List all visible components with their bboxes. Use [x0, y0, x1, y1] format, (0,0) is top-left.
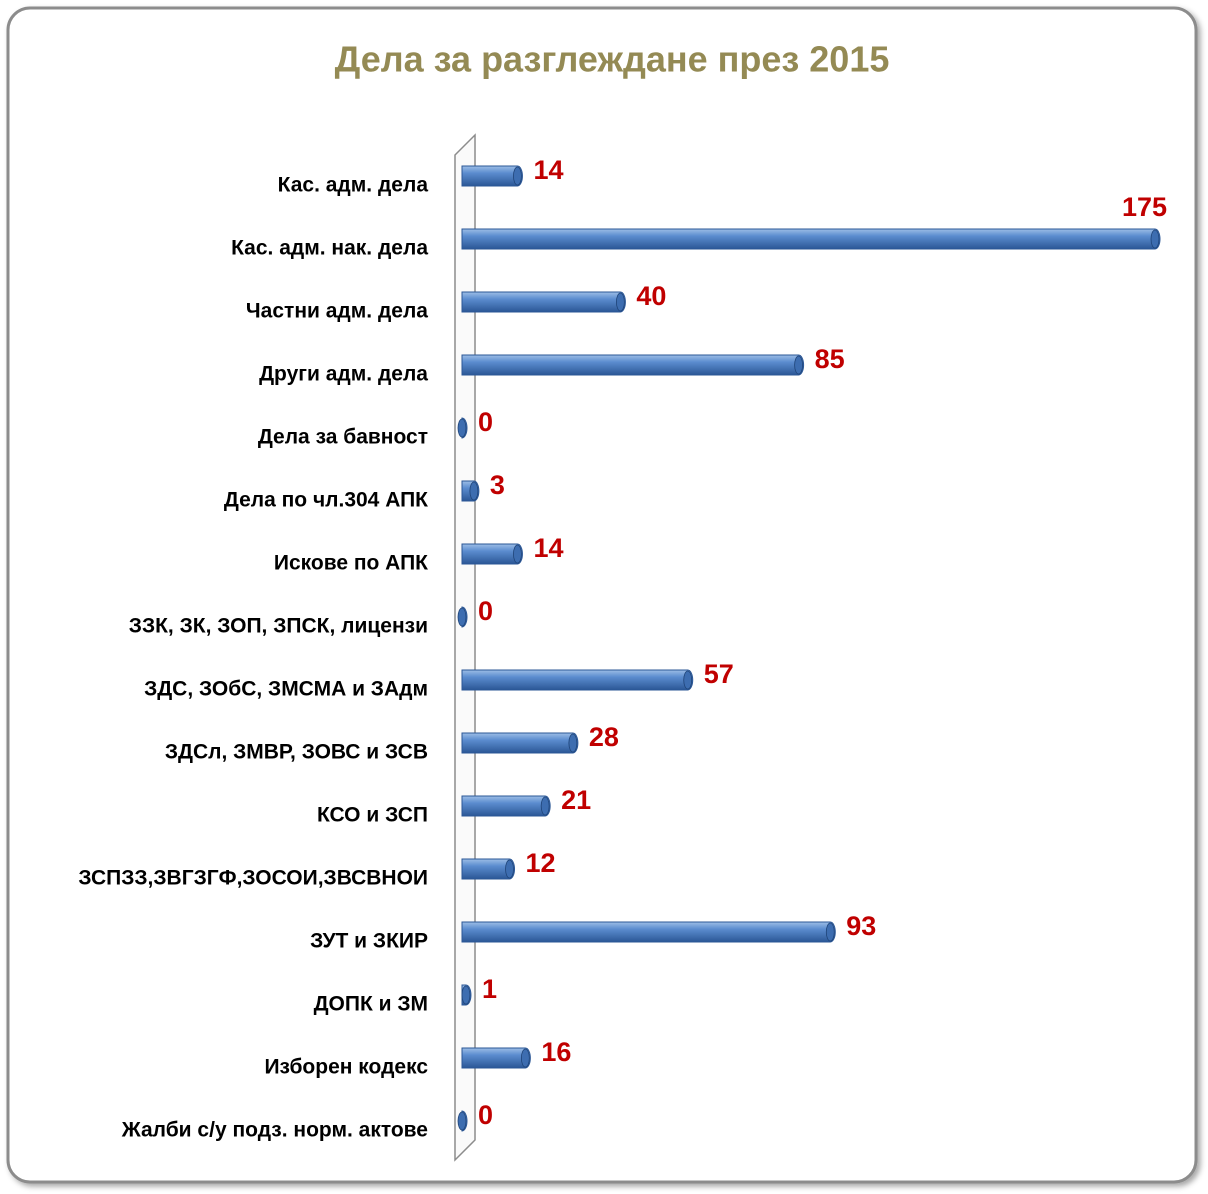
bar-part: [461, 1047, 531, 1069]
value-label: 21: [561, 785, 591, 815]
value-label: 14: [533, 155, 563, 185]
value-label: 85: [815, 344, 845, 374]
chart-title: Дела за разглеждане през 2015: [335, 39, 890, 80]
bar-part: [825, 922, 835, 942]
category-label: ЗДС, ЗОбС, ЗМСМА и ЗАдм: [144, 678, 428, 701]
bar-part: [568, 733, 578, 753]
value-label: 175: [1122, 192, 1167, 222]
category-label: Искове по АПК: [274, 552, 428, 575]
bar-part: [505, 859, 514, 879]
bar-part: [461, 543, 523, 565]
bar: [461, 795, 551, 817]
bar-part: [616, 292, 625, 312]
bar-part: [461, 858, 516, 880]
value-label: 0: [478, 596, 493, 626]
bar-part: [1150, 229, 1160, 249]
value-label: 0: [478, 407, 493, 437]
category-label: КСО и ЗСП: [317, 804, 428, 827]
value-label: 3: [490, 470, 505, 500]
category-label: Дела за бавност: [258, 426, 428, 449]
category-label: Кас. адм. дела: [278, 174, 429, 197]
value-label: 1: [482, 974, 497, 1004]
bar-part: [461, 669, 694, 691]
bar-part: [461, 985, 471, 1005]
bar: [461, 228, 1161, 250]
bar-part: [520, 1048, 530, 1068]
bar-part: [683, 670, 693, 690]
category-label: Кас. адм. нак. дела: [231, 237, 428, 260]
category-label: Частни адм. дела: [246, 300, 428, 323]
value-label: 40: [636, 281, 666, 311]
bar: [461, 165, 523, 187]
bar: [461, 921, 836, 943]
bar-part: [540, 796, 550, 816]
bar: [461, 354, 805, 376]
bar-part: [461, 795, 551, 817]
axis-wall: [454, 133, 476, 1162]
category-label: ДОПК и ЗМ: [314, 993, 428, 1016]
bar-part: [513, 166, 522, 186]
value-label: 0: [478, 1100, 493, 1130]
bar: [461, 858, 516, 880]
category-label: ЗУТ и ЗКИР: [310, 930, 428, 953]
bar-part: [461, 921, 836, 943]
bar-part: [461, 354, 805, 376]
value-label: 12: [526, 848, 556, 878]
bar: [461, 732, 579, 754]
value-label: 16: [541, 1037, 571, 1067]
bar: [461, 291, 626, 313]
bar-part: [513, 544, 522, 564]
bar-part: [469, 481, 479, 501]
bar: [457, 1110, 468, 1132]
bar-part: [461, 228, 1161, 250]
category-label: Изборен кодекс: [264, 1056, 428, 1079]
bar: [457, 606, 468, 628]
category-label: Жалби с/у подз. норм. актове: [121, 1119, 428, 1142]
bar: [457, 417, 468, 439]
bar: [461, 984, 472, 1006]
bar-part: [457, 418, 467, 438]
category-label: Дела по чл.304 АПК: [224, 489, 428, 512]
frame: [6, 6, 1198, 1184]
bar-part: [461, 291, 626, 313]
bar-part: [794, 355, 803, 375]
bar-part: [461, 165, 523, 187]
bar: [461, 480, 480, 502]
value-label: 93: [846, 911, 876, 941]
bar: [461, 669, 694, 691]
category-label: ЗЗК, ЗК, ЗОП, ЗПСК, лицензи: [129, 615, 428, 638]
bar-part: [457, 607, 467, 627]
value-label: 57: [704, 659, 734, 689]
value-label: 14: [533, 533, 563, 563]
category-label: ЗСПЗЗ,ЗВГЗГФ,ЗОСОИ,ЗВСВНОИ: [78, 867, 428, 890]
category-label: Други адм. дела: [259, 363, 428, 386]
value-label: 28: [589, 722, 619, 752]
bar: [461, 543, 523, 565]
bar: [461, 1047, 531, 1069]
bar-part: [461, 732, 579, 754]
bar-part: [457, 1111, 467, 1131]
category-label: ЗДСл, ЗМВР, ЗОВС и ЗСВ: [165, 741, 428, 764]
